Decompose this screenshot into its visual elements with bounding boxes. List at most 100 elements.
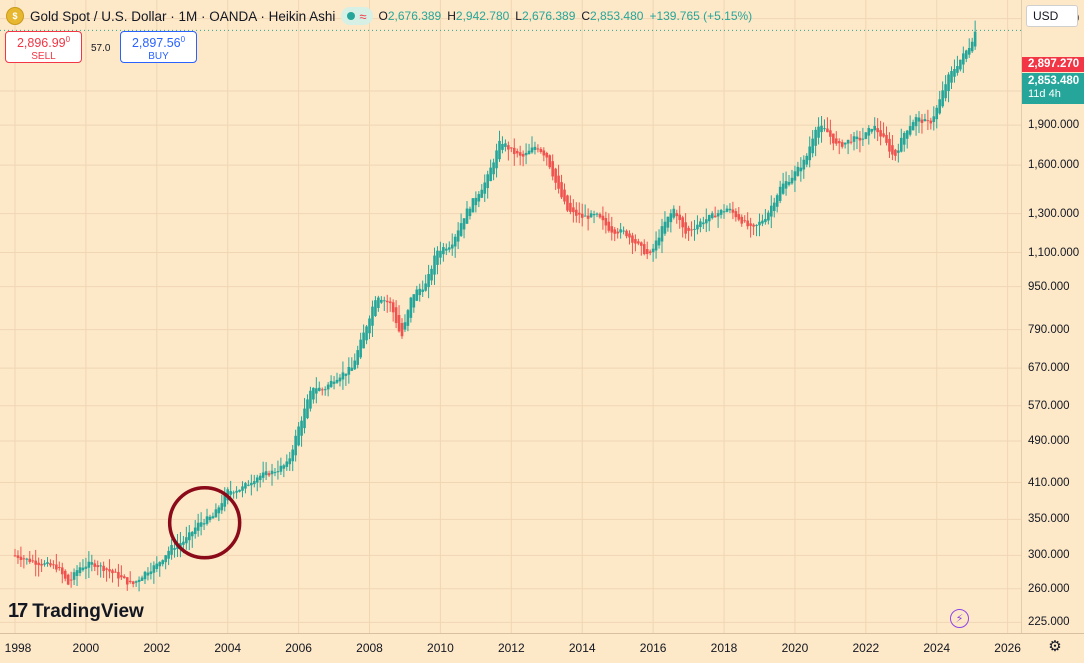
candle-body <box>681 217 684 228</box>
candle-body <box>350 367 354 371</box>
candle-body <box>433 255 436 275</box>
candle-body <box>941 90 944 107</box>
time-tick-label: 2008 <box>356 641 383 655</box>
time-axis[interactable]: 1998 2000 2002 2004 2006 2008 2010 2012 2014 2016… <box>0 633 1084 663</box>
candle-body <box>637 241 640 244</box>
candle-body <box>846 139 850 144</box>
candle-body <box>684 222 687 234</box>
candle-body <box>660 226 664 242</box>
candle-body <box>820 125 823 133</box>
candle-body <box>888 138 891 152</box>
close-value: 2,853.480 <box>590 9 644 23</box>
candle-body <box>250 482 253 486</box>
candle-body <box>707 215 711 222</box>
candle-body <box>885 134 888 143</box>
candle-body <box>651 248 655 253</box>
candle-body <box>492 162 495 175</box>
candle-body <box>483 182 487 194</box>
candle-body <box>403 322 407 330</box>
candle-body <box>784 181 788 189</box>
candle-body <box>891 145 894 155</box>
candle-body <box>678 214 682 221</box>
candle-body <box>947 74 950 92</box>
chart-legend: $ Gold Spot / U.S. Dollar · 1M · OANDA ·… <box>6 6 752 26</box>
candle-body <box>787 181 791 185</box>
candle-body <box>412 294 416 308</box>
candle-body <box>666 216 670 228</box>
candle-body <box>542 150 546 156</box>
candle-body <box>705 219 708 224</box>
settings-gear-icon[interactable]: ⚙ <box>1048 638 1062 655</box>
time-tick-label: 2018 <box>710 641 738 655</box>
candle-body <box>879 130 882 137</box>
sell-button[interactable]: 2,896.990 SELL <box>5 31 82 63</box>
candle-body <box>63 570 67 579</box>
candle-body <box>188 532 191 541</box>
candle-body <box>161 560 165 565</box>
candle-body <box>205 516 209 524</box>
candle-body <box>196 522 200 531</box>
candle-body <box>687 227 690 231</box>
chart-svg <box>0 0 1021 633</box>
candle-body <box>374 300 377 316</box>
time-tick-label: 2010 <box>427 641 454 655</box>
candle-body <box>905 130 909 139</box>
candle-body <box>583 215 587 217</box>
logo-text: TradingView <box>32 600 144 622</box>
candle-body <box>252 481 256 485</box>
candle-body <box>338 377 342 382</box>
candle-body <box>114 571 117 573</box>
candle-body <box>953 68 956 77</box>
candle-body <box>719 210 723 215</box>
indicator-status-pill[interactable]: ≈ <box>341 7 373 25</box>
close-key: C <box>581 9 591 23</box>
candle-body <box>669 213 673 223</box>
candle-body <box>781 183 785 194</box>
candle-body <box>31 560 35 562</box>
candle-body <box>13 555 17 557</box>
lightning-icon[interactable]: ⚡ <box>950 609 969 628</box>
candle-body <box>84 566 88 569</box>
price-tick-label: 1,300.000 <box>1028 207 1080 220</box>
candle-body <box>58 566 61 568</box>
candle-body <box>341 372 345 380</box>
candle-body <box>155 563 159 569</box>
buy-button[interactable]: 2,897.560 BUY <box>120 31 197 63</box>
candle-body <box>746 220 749 227</box>
candle-body <box>826 128 829 133</box>
price-tick-label: 1,900.000 <box>1028 119 1080 132</box>
candle-body <box>515 150 519 154</box>
time-tick-label: 2000 <box>72 641 100 655</box>
candle-body <box>131 581 135 585</box>
candle-body <box>229 491 232 495</box>
candle-body <box>137 579 141 582</box>
candle-body <box>282 465 286 469</box>
candle-body <box>530 147 534 153</box>
candle-body <box>362 332 365 349</box>
candle-body <box>950 70 953 83</box>
candle-body <box>474 197 478 206</box>
time-tick-label: 2012 <box>497 641 525 655</box>
candle-body <box>193 527 197 535</box>
candle-body <box>430 268 433 281</box>
candle-body <box>415 289 419 301</box>
candle-body <box>799 167 803 172</box>
candle-body <box>675 213 679 217</box>
candle-body <box>255 477 259 483</box>
candle-body <box>87 561 91 568</box>
candle-body <box>486 174 489 189</box>
candle-body <box>409 297 413 318</box>
candle-body <box>595 213 599 215</box>
candle-body <box>436 250 439 265</box>
symbol-title[interactable]: Gold Spot / U.S. Dollar · 1M · OANDA · H… <box>30 8 336 24</box>
price-tick-label: 1,100.000 <box>1028 246 1080 259</box>
candle-body <box>105 568 108 570</box>
open-key: O <box>378 9 388 23</box>
candle-body <box>459 223 463 236</box>
candle-body <box>78 567 82 574</box>
tradingview-logo[interactable]: 17 TradingView <box>8 600 144 623</box>
candle-body <box>607 221 611 231</box>
candle-body <box>315 388 318 394</box>
chart-plot-area[interactable] <box>0 0 1022 633</box>
currency-select[interactable]: USD <box>1026 5 1078 27</box>
